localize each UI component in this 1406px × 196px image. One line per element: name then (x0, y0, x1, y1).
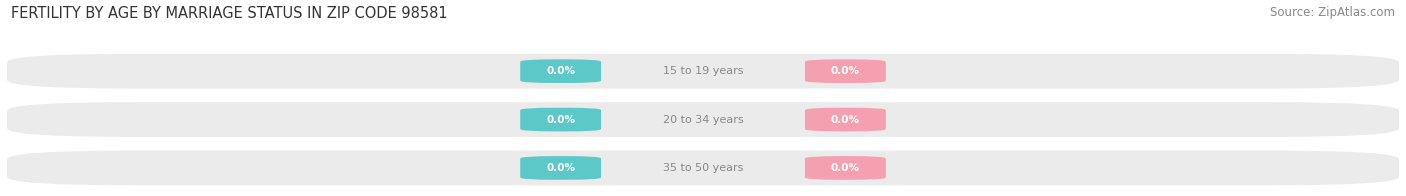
FancyBboxPatch shape (806, 156, 886, 180)
FancyBboxPatch shape (520, 156, 602, 180)
Text: 0.0%: 0.0% (546, 163, 575, 173)
Text: 15 to 19 years: 15 to 19 years (662, 66, 744, 76)
FancyBboxPatch shape (520, 108, 602, 131)
Text: 20 to 34 years: 20 to 34 years (662, 114, 744, 125)
FancyBboxPatch shape (520, 59, 602, 83)
Text: 0.0%: 0.0% (831, 66, 860, 76)
FancyBboxPatch shape (7, 102, 1399, 137)
FancyBboxPatch shape (7, 151, 1399, 185)
Text: 0.0%: 0.0% (546, 114, 575, 125)
Text: Source: ZipAtlas.com: Source: ZipAtlas.com (1270, 6, 1395, 19)
Text: 35 to 50 years: 35 to 50 years (662, 163, 744, 173)
Text: 0.0%: 0.0% (831, 114, 860, 125)
Text: 0.0%: 0.0% (546, 66, 575, 76)
Text: FERTILITY BY AGE BY MARRIAGE STATUS IN ZIP CODE 98581: FERTILITY BY AGE BY MARRIAGE STATUS IN Z… (11, 6, 449, 21)
FancyBboxPatch shape (7, 54, 1399, 89)
Text: 0.0%: 0.0% (831, 163, 860, 173)
FancyBboxPatch shape (806, 108, 886, 131)
FancyBboxPatch shape (806, 59, 886, 83)
